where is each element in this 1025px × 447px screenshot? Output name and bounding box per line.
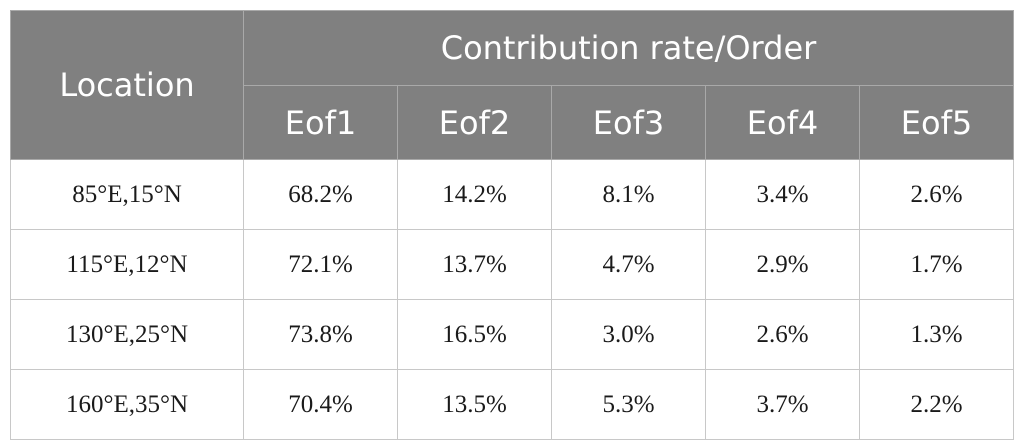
eof1-cell: 72.1% — [243, 229, 398, 300]
header-row-group: Location Contribution rate/Order — [10, 10, 1015, 160]
eof5-cell: 1.3% — [858, 299, 1015, 370]
data-table: Location Contribution rate/Order Eof1 Eo… — [10, 10, 1015, 440]
location-cell: 85°E,15°N — [10, 159, 244, 230]
eof5-cell: 2.2% — [858, 369, 1015, 440]
eof4-cell: 2.9% — [705, 229, 860, 300]
eof3-cell: 5.3% — [551, 369, 706, 440]
eof2-cell: 13.7% — [397, 229, 552, 300]
header-row-eof: Eof1 Eof2 Eof3 Eof4 Eof5 — [11, 85, 1015, 160]
eof1-cell: 70.4% — [243, 369, 398, 440]
header-eof2: Eof2 — [397, 85, 552, 160]
table-row: 130°E,25°N 73.8% 16.5% 3.0% 2.6% 1.3% — [10, 299, 1015, 370]
header-eof5: Eof5 — [858, 85, 1015, 160]
eof3-cell: 3.0% — [551, 299, 706, 370]
header-eof4: Eof4 — [705, 85, 860, 160]
eof4-cell: 3.4% — [705, 159, 860, 230]
table-body: 85°E,15°N 68.2% 14.2% 8.1% 3.4% 2.6% 115… — [10, 159, 1015, 440]
eof2-cell: 13.5% — [397, 369, 552, 440]
eof2-cell: 16.5% — [397, 299, 552, 370]
eof3-cell: 4.7% — [551, 229, 706, 300]
eof3-cell: 8.1% — [551, 159, 706, 230]
table-row: 115°E,12°N 72.1% 13.7% 4.7% 2.9% 1.7% — [10, 229, 1015, 300]
table-row: 85°E,15°N 68.2% 14.2% 8.1% 3.4% 2.6% — [10, 159, 1015, 230]
table-row: 160°E,35°N 70.4% 13.5% 5.3% 3.7% 2.2% — [10, 369, 1015, 440]
eof5-cell: 2.6% — [858, 159, 1015, 230]
location-cell: 130°E,25°N — [10, 299, 244, 370]
header-eof1: Eof1 — [243, 85, 398, 160]
eof2-cell: 14.2% — [397, 159, 552, 230]
location-cell: 160°E,35°N — [10, 369, 244, 440]
location-cell: 115°E,12°N — [10, 229, 244, 300]
header-eof3: Eof3 — [551, 85, 706, 160]
eof5-cell: 1.7% — [858, 229, 1015, 300]
header-contribution-rate: Contribution rate/Order — [242, 10, 1015, 86]
eof4-cell: 2.6% — [705, 299, 860, 370]
header-location: Location — [10, 10, 244, 160]
eof4-cell: 3.7% — [705, 369, 860, 440]
eof1-cell: 68.2% — [243, 159, 398, 230]
table-header: Location Contribution rate/Order Eof1 Eo… — [10, 10, 1015, 160]
eof1-cell: 73.8% — [243, 299, 398, 370]
